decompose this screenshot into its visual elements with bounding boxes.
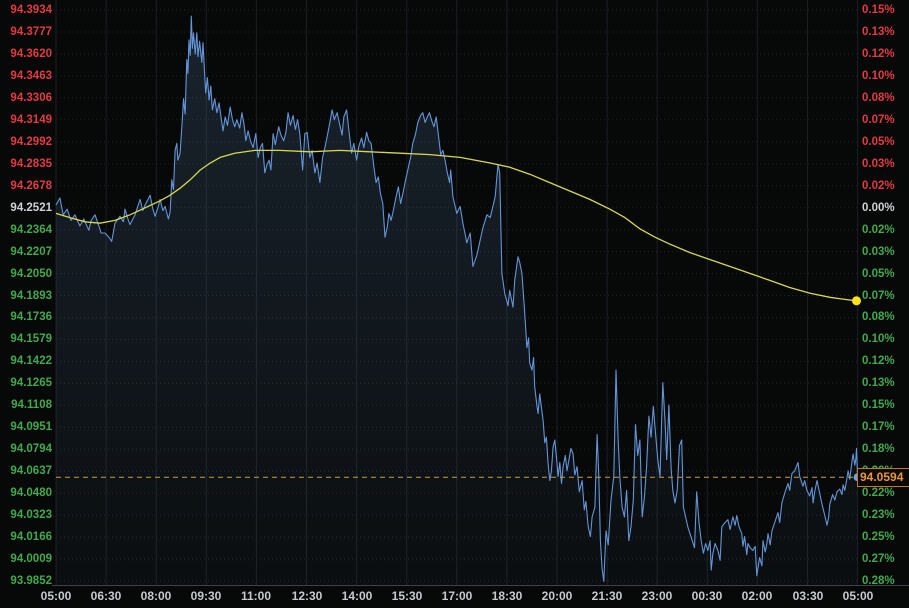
y-axis-price-label: 94.0794	[10, 443, 52, 455]
y-axis-percent-label: 0.12%	[862, 355, 895, 367]
y-axis-price-label: 94.2992	[10, 136, 52, 148]
x-axis-time-label: 20:00	[541, 589, 573, 603]
y-axis-price-label: 94.1265	[10, 377, 52, 389]
x-axis-time-label: 09:30	[190, 589, 222, 603]
price-line	[55, 15, 859, 582]
x-axis-time-label: 12:30	[291, 589, 323, 603]
x-axis-time-label: 15:30	[391, 589, 423, 603]
y-axis-percent-label: 0.25%	[862, 531, 895, 543]
current-price-value: 94.0594	[860, 470, 904, 484]
x-axis-time-label: 02:00	[741, 589, 773, 603]
x-axis-time-label: 11:00	[240, 589, 272, 603]
y-axis-percent-label: 0.13%	[862, 26, 895, 38]
y-axis-price-label: 94.1422	[10, 355, 52, 367]
y-axis-percent-label: 0.07%	[862, 290, 895, 302]
y-axis-percent-label: 0.00%	[862, 202, 895, 214]
y-axis-price-label: 94.0951	[10, 421, 52, 433]
x-axis-time-label: 17:00	[441, 589, 473, 603]
y-axis-percent-label: 0.17%	[862, 421, 895, 433]
y-axis-percent-label: 0.15%	[862, 4, 895, 16]
y-axis-percent-label: 0.22%	[862, 487, 895, 499]
y-axis-percent-label: 0.10%	[862, 333, 895, 345]
y-axis-price-label: 94.3463	[10, 70, 52, 82]
y-axis-percent-label: 0.07%	[862, 114, 895, 126]
y-axis-percent-label: 0.02%	[862, 180, 895, 192]
y-axis-price-label: 94.3306	[10, 92, 52, 104]
y-axis-price-label: 94.2678	[10, 180, 52, 192]
y-axis-price-label: 94.3777	[10, 26, 52, 38]
y-axis-percent-label: 0.02%	[862, 224, 895, 236]
y-axis-percent-label: 0.08%	[862, 311, 895, 323]
y-axis-percent-label: 0.08%	[862, 92, 895, 104]
y-axis-percent-label: 0.10%	[862, 70, 895, 82]
x-axis-time-label: 05:00	[40, 589, 72, 603]
y-axis-price-label: 93.9852	[10, 575, 52, 587]
x-axis-time-label: 05:00	[842, 589, 874, 603]
y-axis-price-label: 94.0166	[10, 531, 52, 543]
x-axis-time-label: 03:30	[792, 589, 824, 603]
ma-end-dot	[852, 296, 861, 306]
y-axis-percent-label: 0.27%	[862, 553, 895, 565]
y-axis-percent-label: 0.05%	[862, 268, 895, 280]
y-axis-percent-label: 0.12%	[862, 48, 895, 60]
y-axis-price-label: 94.2521	[10, 202, 52, 214]
y-axis-price-label: 94.3149	[10, 114, 52, 126]
y-axis-percent-label: 0.23%	[862, 509, 895, 521]
x-axis-time-label: 00:30	[691, 589, 723, 603]
current-price-label: 94.0594	[857, 468, 909, 487]
y-axis-price-label: 94.2364	[10, 224, 52, 236]
y-axis-price-label: 94.3620	[10, 48, 52, 60]
x-axis-time-label: 21:30	[591, 589, 623, 603]
y-axis-percent-label: 0.13%	[862, 377, 895, 389]
x-axis-time-label: 14:00	[341, 589, 373, 603]
y-axis-percent-label: 0.05%	[862, 136, 895, 148]
price-area-fill	[56, 16, 858, 585]
y-axis-percent-label: 0.15%	[862, 399, 895, 411]
x-axis-time-label: 23:00	[641, 589, 673, 603]
y-axis-price-label: 94.3934	[10, 4, 52, 16]
y-axis-price-label: 94.0480	[10, 487, 52, 499]
y-axis-percent-label: 0.03%	[862, 158, 895, 170]
y-axis-price-label: 94.1736	[10, 311, 52, 323]
y-axis-percent-label: 0.28%	[862, 575, 895, 587]
y-axis-price-label: 94.1893	[10, 290, 52, 302]
y-axis-price-label: 94.0009	[10, 553, 52, 565]
x-axis-time-label: 06:30	[90, 589, 122, 603]
y-axis-price-label: 94.2050	[10, 268, 52, 280]
y-axis-percent-label: 0.18%	[862, 443, 895, 455]
y-axis-price-label: 94.0323	[10, 509, 52, 521]
y-axis-price-label: 94.2207	[10, 246, 52, 258]
x-axis-time-label: 18:30	[491, 589, 523, 603]
y-axis-price-label: 94.0637	[10, 465, 52, 477]
y-axis-percent-label: 0.03%	[862, 246, 895, 258]
x-axis-time-label: 08:00	[140, 589, 172, 603]
y-axis-price-label: 94.1108	[11, 399, 52, 411]
y-axis-price-label: 94.1579	[10, 333, 52, 345]
y-axis-price-label: 94.2835	[10, 158, 52, 170]
moving-average-line	[55, 149, 857, 302]
